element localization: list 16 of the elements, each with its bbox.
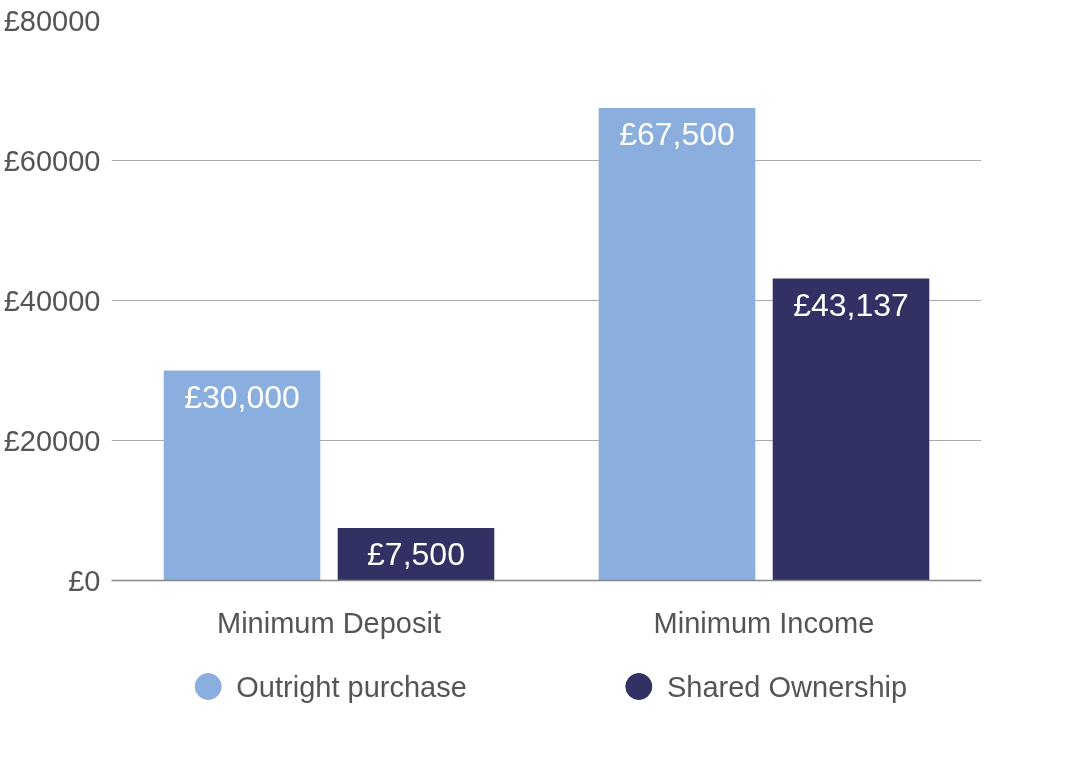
data-label: £43,137 [793, 286, 909, 323]
y-tick-label: £80000 [3, 4, 101, 37]
data-label: £67,500 [619, 116, 735, 152]
data-label: £7,500 [367, 536, 465, 572]
x-tick-label: Minimum Income [653, 606, 875, 639]
bar [772, 278, 930, 581]
bar [163, 370, 321, 581]
legend-label: Outright purchase [236, 670, 467, 703]
y-tick-label: £40000 [3, 284, 101, 317]
bar [598, 108, 756, 581]
y-tick-label: £20000 [3, 424, 101, 457]
y-tick-label: £0 [68, 564, 101, 597]
y-tick-label: £60000 [3, 144, 101, 177]
x-tick-label: Minimum Deposit [217, 606, 441, 639]
data-label: £30,000 [184, 378, 300, 415]
legend-label: Shared Ownership [666, 670, 908, 703]
